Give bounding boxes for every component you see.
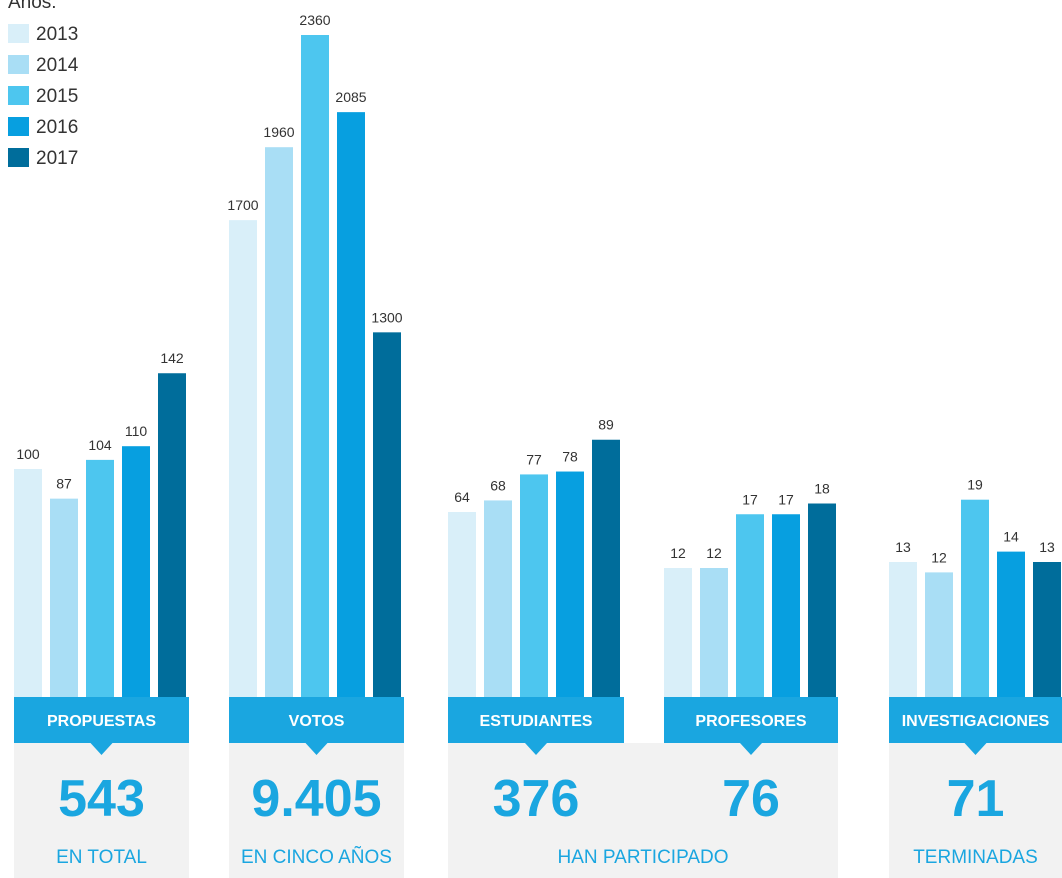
bar-estudiantes-2016 bbox=[556, 471, 584, 697]
summary-panel bbox=[448, 743, 838, 878]
bar-value-label: 17 bbox=[778, 491, 794, 507]
bar-value-label: 17 bbox=[742, 491, 758, 507]
bar-value-label: 77 bbox=[526, 451, 542, 467]
bar-estudiantes-2014 bbox=[484, 500, 512, 697]
banner-label: PROFESORES bbox=[695, 713, 806, 730]
bar-value-label: 13 bbox=[1039, 539, 1055, 555]
bar-value-label: 2085 bbox=[335, 89, 366, 105]
bar-estudiantes-2013 bbox=[448, 512, 476, 697]
banner-profesores bbox=[664, 697, 838, 743]
bar-propuestas-2017 bbox=[158, 373, 186, 697]
bar-value-label: 1300 bbox=[371, 309, 402, 325]
banner-label: VOTOS bbox=[289, 713, 345, 730]
banner-label: ESTUDIANTES bbox=[480, 713, 593, 730]
bar-value-label: 14 bbox=[1003, 529, 1019, 545]
bar-estudiantes-2017 bbox=[592, 439, 620, 697]
bar-value-label: 68 bbox=[490, 477, 506, 493]
bar-value-label: 1700 bbox=[227, 197, 258, 213]
legend-swatch-2013 bbox=[8, 24, 29, 43]
bar-value-label: 19 bbox=[967, 477, 983, 493]
banner-pointer bbox=[525, 743, 547, 755]
banner-investigaciones bbox=[889, 697, 1062, 743]
legend-title: Años: bbox=[8, 0, 57, 13]
summary-number: 376 bbox=[493, 770, 580, 828]
summary-panel bbox=[889, 743, 1062, 878]
bars: 100 87 104 110 142 1700 1960 2360 2085 1300 64 68 77… bbox=[14, 12, 1061, 698]
legend: Años: 2013 2014 2015 2016 2017 bbox=[8, 0, 79, 169]
bar-value-label: 18 bbox=[814, 481, 830, 497]
bar-value-label: 104 bbox=[88, 437, 112, 453]
bar-votos-2017 bbox=[373, 332, 401, 697]
bar-profesores-2016 bbox=[772, 514, 800, 697]
bar-value-label: 110 bbox=[125, 423, 148, 439]
bar-profesores-2017 bbox=[808, 503, 836, 697]
bar-value-label: 1960 bbox=[263, 124, 294, 140]
bar-value-label: 2360 bbox=[299, 12, 330, 28]
summary-number: 76 bbox=[722, 770, 780, 828]
summary-panel bbox=[229, 743, 404, 878]
bar-propuestas-2016 bbox=[122, 446, 150, 697]
summary-panels bbox=[14, 743, 1062, 878]
bar-propuestas-2013 bbox=[14, 469, 42, 697]
banner-votos bbox=[229, 697, 404, 743]
bar-value-label: 13 bbox=[895, 539, 911, 555]
legend-swatch-2017 bbox=[8, 148, 29, 167]
legend-label-2013: 2013 bbox=[36, 24, 78, 45]
bar-value-label: 12 bbox=[706, 545, 722, 561]
bar-value-label: 64 bbox=[454, 489, 470, 505]
bar-value-label: 12 bbox=[670, 545, 686, 561]
legend-label-2015: 2015 bbox=[36, 86, 78, 107]
bar-investigaciones-2014 bbox=[925, 572, 953, 697]
summary-panel bbox=[14, 743, 189, 878]
summary-caption: EN CINCO AÑOS bbox=[241, 846, 392, 868]
bar-profesores-2013 bbox=[664, 568, 692, 697]
banner-pointer bbox=[90, 743, 113, 755]
summary-text: 543 EN TOTAL 9.405 EN CINCO AÑOS 376 76 71 TERM… bbox=[56, 770, 1038, 868]
banner-label: INVESTIGACIONES bbox=[902, 713, 1050, 730]
summary-number: 9.405 bbox=[251, 770, 381, 828]
bar-value-label: 89 bbox=[598, 417, 614, 433]
bar-investigaciones-2015 bbox=[961, 499, 989, 697]
bar-investigaciones-2016 bbox=[997, 551, 1025, 697]
banner-label: PROPUESTAS bbox=[47, 713, 156, 730]
banner-pointer bbox=[964, 743, 987, 755]
legend-label-2014: 2014 bbox=[36, 55, 79, 76]
bar-value-label: 12 bbox=[931, 549, 947, 565]
banner-pointer bbox=[740, 743, 762, 755]
bar-profesores-2015 bbox=[736, 514, 764, 697]
legend-swatch-2016 bbox=[8, 117, 29, 136]
bar-votos-2015 bbox=[301, 35, 329, 697]
legend-swatch-2015 bbox=[8, 86, 29, 105]
bar-estudiantes-2015 bbox=[520, 474, 548, 697]
bar-value-label: 78 bbox=[562, 449, 578, 465]
legend-label-2017: 2017 bbox=[36, 148, 78, 169]
legend-swatch-2014 bbox=[8, 55, 29, 74]
legend-label-2016: 2016 bbox=[36, 117, 78, 138]
banner-pointer bbox=[305, 743, 328, 755]
bar-votos-2016 bbox=[337, 112, 365, 697]
bar-value-label: 142 bbox=[160, 350, 184, 366]
bar-value-label: 87 bbox=[56, 476, 72, 492]
bar-propuestas-2014 bbox=[50, 498, 78, 697]
summary-caption: EN TOTAL bbox=[56, 847, 147, 868]
bar-value-label: 100 bbox=[16, 446, 40, 462]
bar-investigaciones-2013 bbox=[889, 562, 917, 697]
summary-number: 543 bbox=[58, 770, 145, 828]
bar-propuestas-2015 bbox=[86, 459, 114, 697]
summary-caption-shared: HAN PARTICIPADO bbox=[557, 847, 728, 868]
summary-number: 71 bbox=[947, 770, 1005, 828]
bar-profesores-2014 bbox=[700, 568, 728, 697]
bar-investigaciones-2017 bbox=[1033, 562, 1061, 697]
bar-votos-2014 bbox=[265, 147, 293, 698]
group-banners: PROPUESTAS VOTOS ESTUDIANTES PROFESORES INVE… bbox=[14, 697, 1062, 755]
banner-propuestas bbox=[14, 697, 189, 743]
summary-caption: TERMINADAS bbox=[913, 847, 1038, 868]
bar-votos-2013 bbox=[229, 220, 257, 697]
banner-estudiantes bbox=[448, 697, 624, 743]
